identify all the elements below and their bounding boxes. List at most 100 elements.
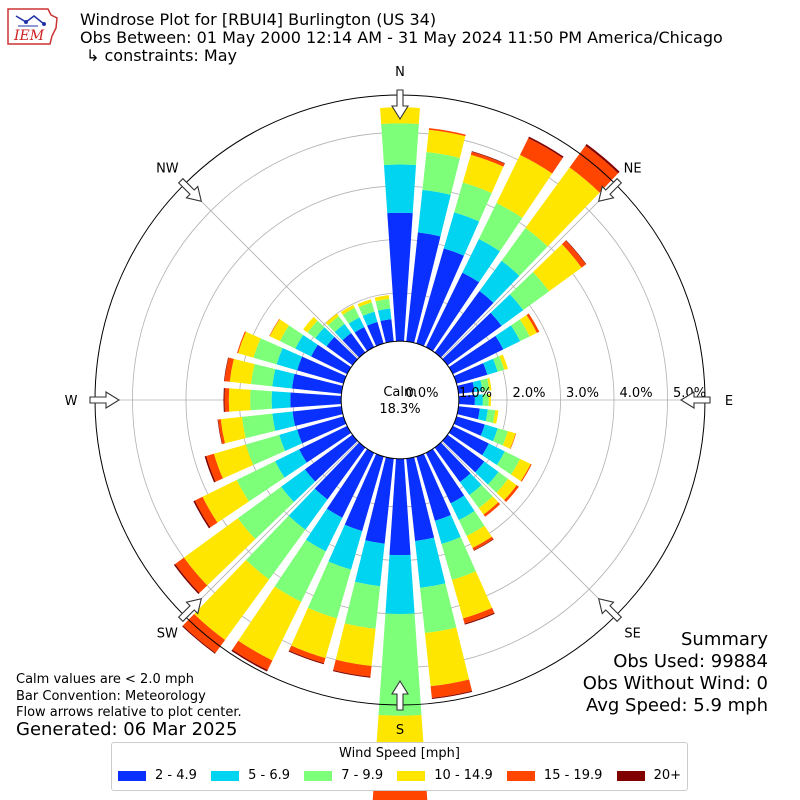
windrose-bar-segment <box>334 323 352 341</box>
legend-item: 20+ <box>616 768 681 783</box>
compass-label: S <box>396 723 404 738</box>
windrose-bar-segment <box>354 326 375 352</box>
windrose-bar-segment <box>173 563 200 595</box>
windrose-bar-segment <box>387 212 413 342</box>
windrose-bar-segment <box>458 394 475 406</box>
legend-label: 2 - 4.9 <box>155 768 197 783</box>
windrose-bar-segment <box>328 524 363 570</box>
windrose-bar-segment <box>362 311 378 326</box>
windrose-bar-segment <box>442 312 502 366</box>
windrose-bar-segment <box>223 387 225 413</box>
windrose-bar-segment <box>326 336 358 366</box>
generated-date: Generated: 06 Mar 2025 <box>16 719 238 740</box>
flow-note: Flow arrows relative to plot center. <box>16 705 242 720</box>
windrose-bar-segment <box>335 623 376 667</box>
plot-title: Windrose Plot for [RBUI4] Burlington (US… <box>80 10 437 29</box>
windrose-bar-segment <box>238 331 261 358</box>
compass-arrow-shape <box>679 391 711 409</box>
windrose-bar-segment <box>229 358 255 385</box>
windrose-bar-segment <box>381 123 419 166</box>
windrose-bar-segment <box>428 128 466 137</box>
windrose-bar-segment <box>430 679 472 698</box>
radial-tick-label: 0.0% <box>405 386 438 401</box>
windrose-bar-segment <box>462 239 500 283</box>
windrose-bar-segment <box>355 540 385 587</box>
windrose-bar-segment <box>448 335 504 375</box>
windrose-bar-segment <box>477 408 488 422</box>
windrose-bar-segment <box>231 649 268 672</box>
windrose-bar-segment <box>434 291 494 358</box>
compass-arrow-icon <box>391 89 409 121</box>
windrose-bar-segment <box>472 380 483 393</box>
windrose-bar-segment <box>325 313 339 326</box>
windrose-bar-segment <box>194 496 218 528</box>
windrose-bar-segment <box>202 480 249 523</box>
windrose-bar-segment <box>311 344 352 375</box>
compass-arrow-shape <box>89 391 121 409</box>
windrose-bar-segment <box>424 627 470 687</box>
windrose-bar-segment <box>520 138 563 174</box>
windrose-bar-segment <box>251 364 276 387</box>
windrose-bar-segment <box>511 319 530 342</box>
windrose-bar-segment <box>420 583 457 634</box>
windrose-bar-segment <box>357 299 372 308</box>
windrose-bar-segment <box>561 240 586 268</box>
windrose-bar-segment <box>416 453 451 521</box>
windrose-bar-segment <box>344 453 384 532</box>
windrose-bar-segment <box>459 473 482 496</box>
windrose-bar-segment <box>487 471 509 493</box>
windrose-bar-segment <box>389 458 411 556</box>
windrose-bar-segment <box>275 449 307 478</box>
windrose-bar-segment <box>241 413 276 439</box>
windrose-bar-segment <box>425 272 480 352</box>
iem-logo: IEM <box>4 6 62 56</box>
windrose-bar-segment <box>332 670 371 678</box>
windrose-bar-segment <box>281 469 316 503</box>
summary-title: Summary <box>681 629 768 650</box>
windrose-bar-segment <box>303 316 318 333</box>
windrose-bar-segment <box>425 448 465 504</box>
bar-convention-note: Bar Convention: Meteorology <box>16 689 206 704</box>
compass-label: NW <box>156 161 179 176</box>
windrose-bar-segment <box>342 307 360 324</box>
windrose-bar-segment <box>342 332 366 358</box>
windrose-bar-segment <box>314 442 366 500</box>
windrose-bar-segment <box>533 244 582 292</box>
windrose-bar-segment <box>228 388 251 412</box>
windrose-bar-segment <box>183 518 256 586</box>
compass-arrow-shape <box>597 177 623 203</box>
windrose-bar-segment <box>305 508 343 552</box>
compass-arrow-shape <box>597 597 623 623</box>
windrose-bar-segment <box>472 536 494 551</box>
windrose-bar-segment <box>417 189 451 237</box>
compass-arrow-shape <box>391 89 409 121</box>
windrose-bar-segment <box>377 308 392 322</box>
windrose-bar-segment <box>490 294 524 326</box>
windrose-bar-segment <box>224 388 230 412</box>
windrose-bar-segment <box>480 424 498 442</box>
windrose-bar-segment <box>374 295 390 302</box>
windrose-bar-segment <box>269 318 280 337</box>
windrose-bar-segment <box>333 659 372 677</box>
windrose-bar-segment <box>367 321 384 347</box>
windrose-bar-segment <box>272 411 296 431</box>
windrose-bar-segment <box>450 495 475 521</box>
windrose-bar-segment <box>365 457 394 544</box>
windrose-bar-segment <box>291 373 343 394</box>
windrose-bar-segment <box>499 354 508 370</box>
windrose-bar-segment <box>344 581 381 629</box>
windrose-bar-segment <box>480 378 490 392</box>
windrose-bar-segment <box>380 319 394 343</box>
windrose-bar-segment <box>487 377 492 391</box>
windrose-bar-segment <box>457 382 475 394</box>
windrose-bar-segment <box>238 586 302 661</box>
windrose-bar-segment <box>482 443 505 466</box>
windrose-bar-segment <box>290 392 342 408</box>
windrose-bar-segment <box>304 434 358 482</box>
windrose-bar-segment <box>182 625 216 654</box>
windrose-bar-segment <box>415 537 446 588</box>
windrose-bar-segment <box>297 356 347 384</box>
compass-arrow-shape <box>177 177 203 203</box>
windrose-bar-segment <box>378 613 422 716</box>
